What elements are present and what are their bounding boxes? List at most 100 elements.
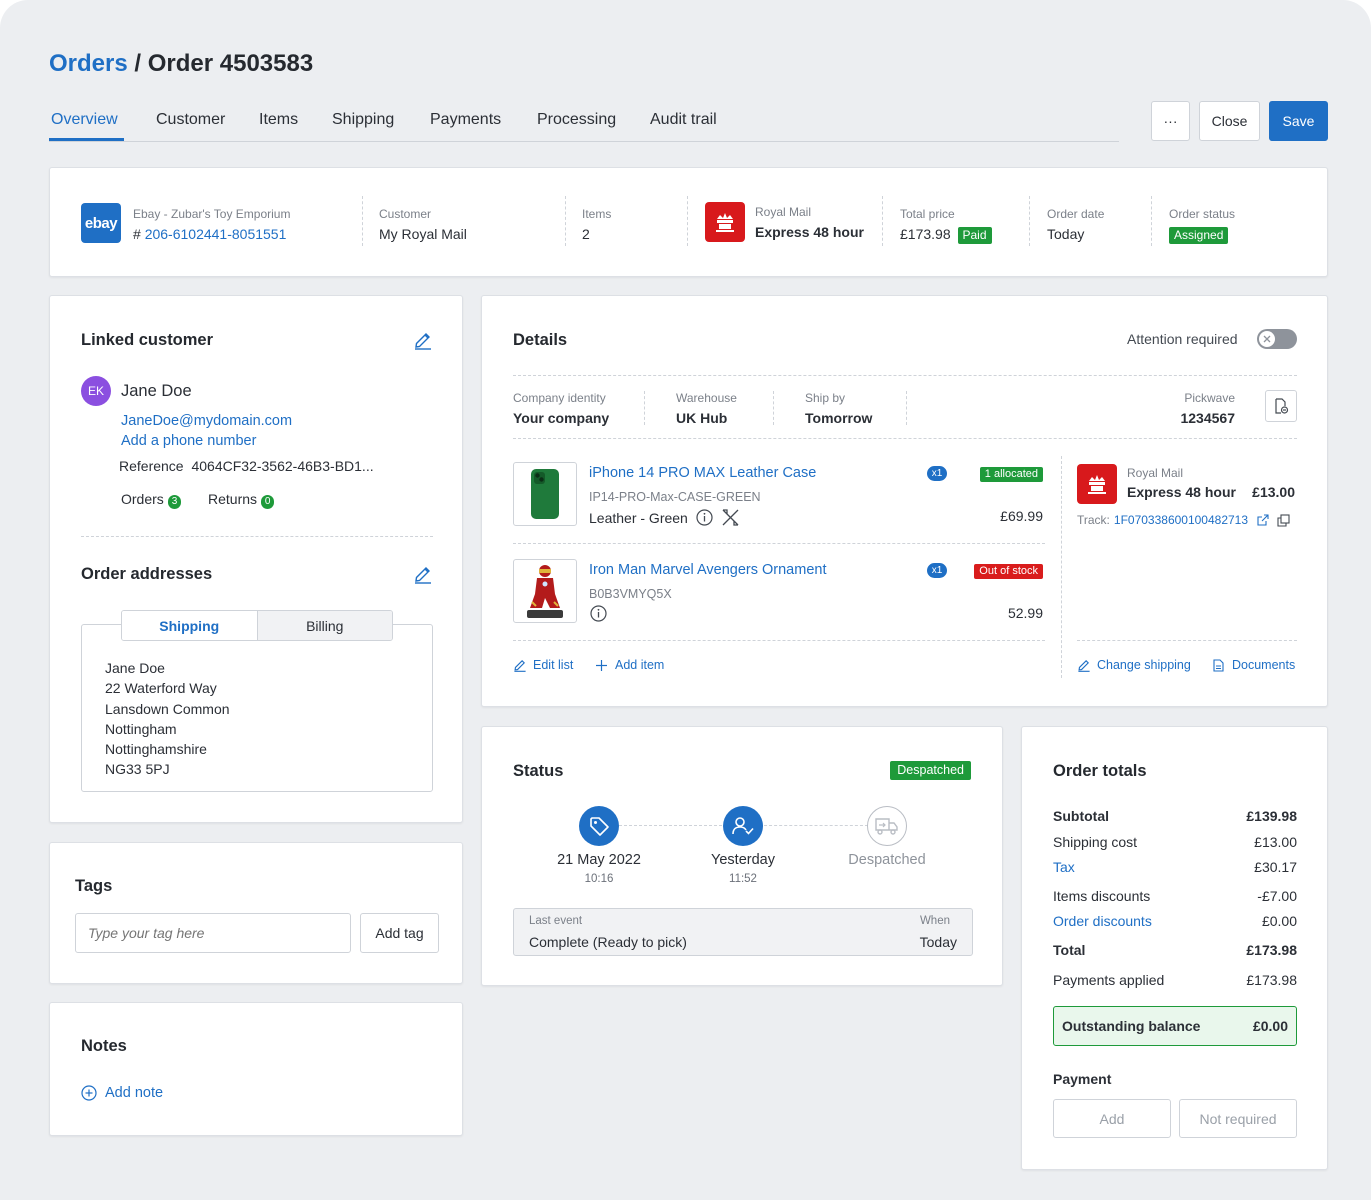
tags-card: Tags Add tag <box>49 842 463 984</box>
tag-input[interactable] <box>75 913 351 953</box>
copy-icon[interactable] <box>1277 513 1290 527</box>
not-required-button[interactable]: Not required <box>1179 1099 1297 1138</box>
tab-audit-trail[interactable]: Audit trail <box>650 111 717 128</box>
when-label: When <box>919 915 950 927</box>
outstanding-balance-label: Outstanding balance <box>1062 1018 1201 1034</box>
address-tabs: Shipping Billing <box>121 610 393 641</box>
external-link-icon[interactable] <box>1256 513 1269 527</box>
item-sku: B0B3VMYQ5X <box>589 587 672 601</box>
divider <box>513 375 1297 376</box>
tax-link[interactable]: Tax <box>1053 859 1075 875</box>
divider <box>1029 196 1030 246</box>
tab-customer[interactable]: Customer <box>156 111 226 128</box>
edit-list-link[interactable]: Edit list <box>513 658 573 672</box>
tab-shipping[interactable]: Shipping <box>332 111 395 128</box>
customer-link[interactable]: My Royal Mail <box>379 226 467 242</box>
close-button[interactable]: Close <box>1199 101 1260 141</box>
page-title: Order 4503583 <box>147 50 314 77</box>
info-icon[interactable] <box>590 605 607 622</box>
item-stock-badge: Out of stock <box>974 564 1043 579</box>
more-actions-button[interactable]: ··· <box>1151 101 1190 141</box>
customer-email-link[interactable]: JaneDoe@mydomain.com <box>121 413 293 429</box>
add-payment-button[interactable]: Add <box>1053 1099 1171 1138</box>
when-value: Today <box>919 934 957 950</box>
save-button[interactable]: Save <box>1269 101 1328 141</box>
item-price: £69.99 <box>1000 508 1043 524</box>
attention-toggle[interactable] <box>1257 329 1297 349</box>
timeline-step-label: 21 May 2022 <box>557 852 641 868</box>
tab-payments[interactable]: Payments <box>430 111 502 128</box>
divider <box>906 391 907 425</box>
info-icon[interactable] <box>696 509 713 526</box>
warehouse-value: UK Hub <box>676 410 728 426</box>
edit-address-icon[interactable] <box>413 564 433 584</box>
attention-required-label: Attention required <box>1127 331 1238 347</box>
item-sku: IP14-PRO-Max-CASE-GREEN <box>589 490 761 504</box>
order-status-badge: Assigned <box>1169 227 1229 244</box>
timeline-step-tag <box>579 806 619 846</box>
order-discounts-row: Order discounts £0.00 <box>1053 913 1297 929</box>
item-thumbnail-ornament[interactable] <box>513 559 577 623</box>
tab-bar: Overview Customer Items Shipping Payment… <box>49 100 1119 142</box>
returns-count[interactable]: Returns 0 <box>208 491 275 509</box>
customer-label: Customer <box>379 207 432 221</box>
breadcrumb-orders-link[interactable]: Orders <box>49 50 128 77</box>
tab-overview[interactable]: Overview <box>51 111 118 128</box>
linked-customer-title: Linked customer <box>81 331 214 349</box>
add-phone-link[interactable]: Add a phone number <box>121 433 257 449</box>
item-name-link[interactable]: iPhone 14 PRO MAX Leather Case <box>589 465 817 481</box>
order-ref-prefix: # <box>133 226 141 242</box>
add-item-link[interactable]: Add item <box>596 658 664 672</box>
items-discounts-row: Items discounts -£7.00 <box>1053 888 1297 904</box>
order-summary-card: ebay Ebay - Zubar's Toy Emporium # 206-6… <box>49 167 1328 277</box>
items-count: 2 <box>582 226 590 242</box>
pickwave-document-button[interactable] <box>1265 390 1297 422</box>
last-event-label: Last event <box>529 915 583 927</box>
pickwave-link[interactable]: 1234567 <box>1180 410 1235 426</box>
returns-count-badge: 0 <box>260 495 275 509</box>
plus-circle-icon <box>81 1085 97 1101</box>
divider <box>1077 640 1297 641</box>
reference-value: 4064CF32-3562-46B3-BD1... <box>191 458 374 474</box>
payments-applied-row: Payments applied £173.98 <box>1053 972 1297 988</box>
payment-title: Payment <box>1053 1071 1112 1087</box>
status-badge: Despatched <box>890 761 971 780</box>
order-totals-card: Order totals Subtotal £139.98 Shipping co… <box>1021 726 1328 1170</box>
notes-title: Notes <box>81 1037 127 1055</box>
orders-count[interactable]: Orders 3 <box>121 491 182 509</box>
order-ref-link[interactable]: 206-6102441-8051551 <box>144 226 287 242</box>
documents-link[interactable]: Documents <box>1213 658 1295 672</box>
carrier-service: Express 48 hour <box>755 224 864 240</box>
pencil-icon <box>1078 660 1090 672</box>
divider <box>644 391 645 425</box>
tab-processing[interactable]: Processing <box>537 111 617 128</box>
company-identity-value: Your company <box>513 410 610 426</box>
item-variant: Leather - Green <box>589 508 740 527</box>
paid-badge: Paid <box>957 227 992 244</box>
item-thumbnail-phone-case[interactable] <box>513 462 577 526</box>
tab-address-shipping[interactable]: Shipping <box>122 611 258 640</box>
add-note-link[interactable]: Add note <box>81 1085 163 1101</box>
tab-items[interactable]: Items <box>259 111 299 128</box>
item-name-link[interactable]: Iron Man Marvel Avengers Ornament <box>589 562 827 578</box>
order-status-label: Order status <box>1169 207 1236 221</box>
edit-customer-icon[interactable] <box>413 330 433 350</box>
divider <box>81 536 433 537</box>
add-tag-button[interactable]: Add tag <box>360 913 439 953</box>
tracking-number-link[interactable]: 1F070338600100482713 <box>1113 513 1249 527</box>
timeline-step-label: Yesterday <box>711 852 775 868</box>
pickwave-label: Pickwave <box>1184 391 1235 405</box>
divider <box>1151 196 1152 246</box>
order-date-value: Today <box>1047 226 1085 242</box>
pencil-icon <box>514 660 526 672</box>
order-totals-title: Order totals <box>1053 762 1147 780</box>
warehouse-label: Warehouse <box>676 391 737 405</box>
tab-address-billing[interactable]: Billing <box>257 611 392 640</box>
change-shipping-link[interactable]: Change shipping <box>1077 658 1191 672</box>
total-price-value: £173.98 <box>900 226 951 242</box>
tools-icon[interactable] <box>721 508 740 527</box>
customer-name: Jane Doe <box>121 382 192 400</box>
order-discounts-link[interactable]: Order discounts <box>1053 913 1152 929</box>
timeline-step-truck <box>867 806 907 846</box>
track-label: Track: <box>1077 513 1110 527</box>
